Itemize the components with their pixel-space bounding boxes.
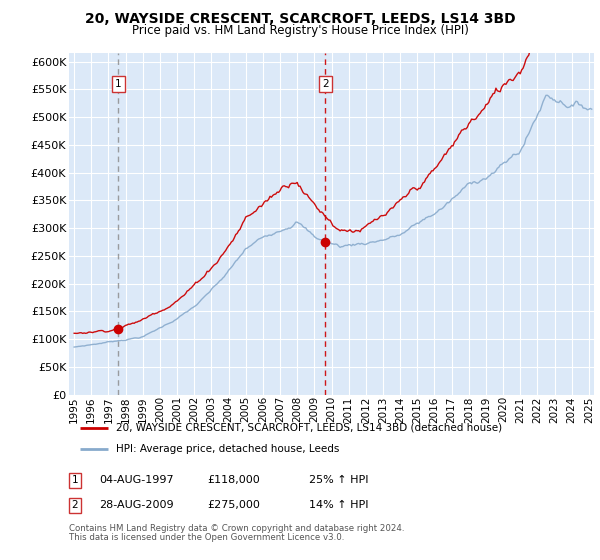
Text: This data is licensed under the Open Government Licence v3.0.: This data is licensed under the Open Gov… — [69, 533, 344, 542]
Text: 14% ↑ HPI: 14% ↑ HPI — [309, 500, 368, 510]
Text: 1: 1 — [115, 79, 122, 88]
Text: 25% ↑ HPI: 25% ↑ HPI — [309, 475, 368, 486]
Text: 20, WAYSIDE CRESCENT, SCARCROFT, LEEDS, LS14 3BD (detached house): 20, WAYSIDE CRESCENT, SCARCROFT, LEEDS, … — [116, 423, 502, 433]
Text: HPI: Average price, detached house, Leeds: HPI: Average price, detached house, Leed… — [116, 444, 340, 454]
Text: 2: 2 — [322, 79, 329, 88]
Text: £275,000: £275,000 — [207, 500, 260, 510]
Text: Price paid vs. HM Land Registry's House Price Index (HPI): Price paid vs. HM Land Registry's House … — [131, 24, 469, 37]
Text: 28-AUG-2009: 28-AUG-2009 — [99, 500, 173, 510]
Text: £118,000: £118,000 — [207, 475, 260, 486]
Text: 2: 2 — [71, 500, 79, 510]
Text: 04-AUG-1997: 04-AUG-1997 — [99, 475, 173, 486]
Text: 1: 1 — [71, 475, 79, 486]
Text: Contains HM Land Registry data © Crown copyright and database right 2024.: Contains HM Land Registry data © Crown c… — [69, 524, 404, 533]
Text: 20, WAYSIDE CRESCENT, SCARCROFT, LEEDS, LS14 3BD: 20, WAYSIDE CRESCENT, SCARCROFT, LEEDS, … — [85, 12, 515, 26]
